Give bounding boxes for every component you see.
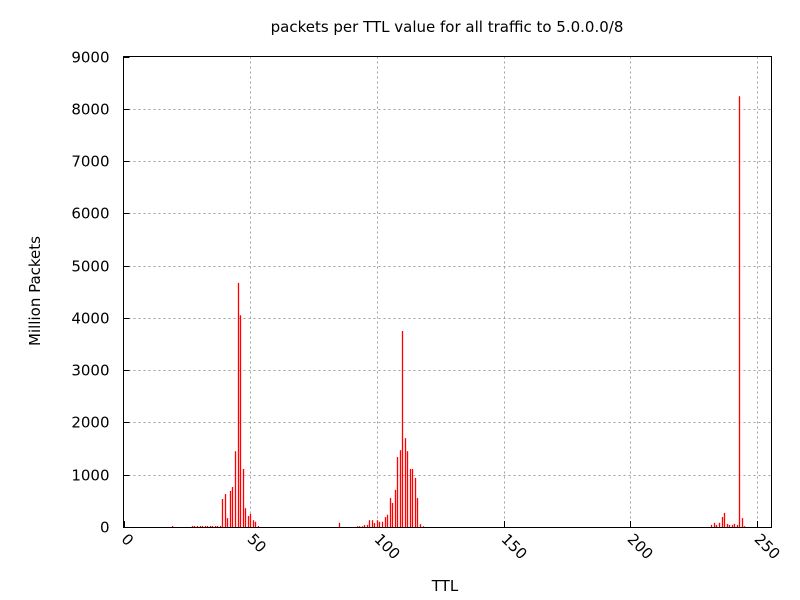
x-axis-label: TTL — [431, 577, 459, 595]
x-tick-label: 50 — [244, 530, 270, 556]
chart-title: packets per TTL value for all traffic to… — [271, 18, 624, 36]
x-tick-labels: 0 50 100 150 200 250 — [118, 530, 784, 563]
x-tick-label: 150 — [498, 530, 531, 563]
y-tick-label: 4000 — [71, 310, 109, 328]
y-tick-label: 7000 — [71, 153, 109, 171]
x-tick-label: 0 — [118, 530, 137, 549]
y-axis-label: Million Packets — [26, 236, 44, 346]
y-tick-label: 3000 — [71, 362, 109, 380]
y-tick-label: 6000 — [71, 205, 109, 223]
x-tick-label: 100 — [371, 530, 404, 563]
bars — [171, 96, 746, 527]
y-tick-label: 9000 — [71, 49, 109, 67]
x-tick-label: 200 — [624, 530, 657, 563]
grid — [123, 56, 772, 528]
y-tick-label: 5000 — [71, 258, 109, 276]
y-tick-label: 2000 — [71, 414, 109, 432]
y-tick-label: 0 — [100, 519, 110, 537]
y-tick-label: 8000 — [71, 101, 109, 119]
plot-border — [123, 56, 772, 528]
y-tick-label: 1000 — [71, 467, 109, 485]
y-tick-labels: 0 1000 2000 3000 4000 5000 6000 7000 8000 9000 — [71, 49, 109, 537]
x-tick-label: 250 — [751, 530, 784, 563]
